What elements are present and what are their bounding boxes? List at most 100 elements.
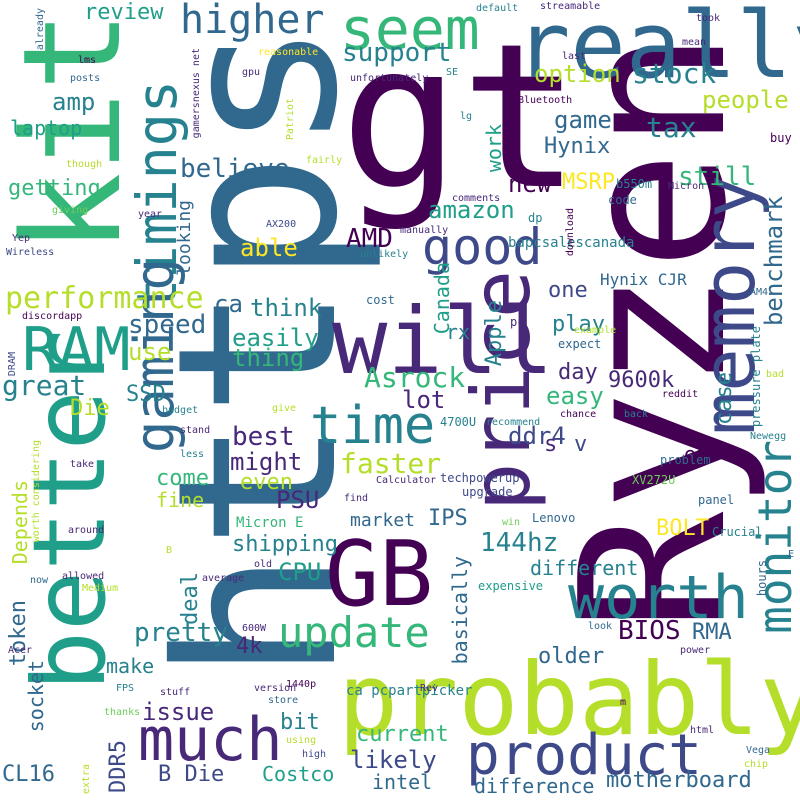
- word: mean: [682, 37, 707, 48]
- word: motherboard: [606, 768, 752, 793]
- word: manually: [400, 225, 449, 236]
- word: allowed: [62, 571, 105, 582]
- word: worth considering: [31, 440, 42, 543]
- word: Yep: [12, 233, 31, 244]
- word: speed: [128, 310, 207, 340]
- word: PSU: [276, 486, 320, 514]
- word: thanks: [104, 707, 141, 718]
- word: lg: [460, 111, 473, 122]
- word: still: [678, 162, 757, 192]
- word: MSRP: [562, 170, 615, 195]
- word: great: [2, 369, 87, 402]
- word: Crucial: [712, 525, 763, 539]
- word: seem: [340, 0, 480, 63]
- word: BIOS: [618, 616, 681, 646]
- word: using: [286, 735, 317, 746]
- word: Micron E: [236, 515, 304, 531]
- word: discordapp: [22, 311, 83, 322]
- word: review: [84, 0, 164, 25]
- word: 600W: [242, 623, 267, 634]
- word: budget: [162, 405, 199, 416]
- word: make: [106, 654, 155, 678]
- word: AMD: [346, 224, 393, 254]
- word: stand: [180, 425, 211, 436]
- word: version: [254, 683, 297, 694]
- word: power: [680, 645, 711, 656]
- word: 4700U: [440, 415, 477, 429]
- word: ddr4: [508, 422, 566, 450]
- word: recommend: [486, 417, 541, 428]
- word: look: [588, 621, 613, 632]
- word: high: [302, 749, 327, 760]
- word: 4k: [236, 634, 263, 659]
- word: comments: [452, 193, 501, 204]
- word: 1440p: [286, 679, 317, 690]
- word: BOLT: [656, 516, 709, 541]
- word: unlikely: [360, 249, 409, 260]
- word: store: [268, 695, 299, 706]
- word: Apple: [482, 300, 507, 367]
- word: new: [508, 170, 552, 198]
- word: might: [230, 448, 303, 476]
- word: upgrade: [462, 485, 513, 499]
- word: GB: [325, 522, 434, 627]
- word: RMA: [692, 620, 732, 645]
- word: old: [254, 559, 273, 570]
- word: RAM: [22, 315, 131, 385]
- word: people: [702, 86, 789, 114]
- word: difference: [474, 774, 595, 798]
- word: streamable: [540, 1, 601, 12]
- word: lot: [402, 386, 446, 414]
- word: support: [342, 38, 452, 68]
- word: Hynix CJR: [600, 270, 687, 289]
- word: stuff: [160, 687, 191, 698]
- word: Calculator: [376, 475, 437, 486]
- word: find: [344, 493, 369, 504]
- word: pressure plate: [749, 326, 763, 428]
- word: likely: [350, 746, 437, 774]
- word: good: [422, 218, 543, 276]
- word: already: [35, 8, 46, 51]
- word: average: [202, 573, 245, 584]
- word: IPS: [428, 506, 468, 531]
- word: day: [558, 360, 598, 385]
- word: SSD: [126, 382, 166, 407]
- word: older: [538, 644, 605, 669]
- word: Hynix: [544, 134, 611, 159]
- word: panel: [698, 493, 735, 507]
- word: token: [6, 600, 31, 667]
- word: 9600k: [608, 368, 675, 393]
- word: code: [608, 193, 637, 207]
- word: E: [788, 549, 795, 560]
- word: win: [502, 517, 521, 528]
- word: play: [552, 312, 605, 337]
- word: getting: [8, 176, 101, 201]
- word: back: [624, 409, 649, 420]
- word: cost: [366, 293, 395, 307]
- word: pc: [510, 315, 525, 329]
- word: option: [534, 60, 621, 88]
- word: shipping: [232, 532, 338, 557]
- word: pretty: [134, 618, 228, 648]
- word: extra: [81, 764, 92, 795]
- word: Asrock: [364, 361, 466, 394]
- word: current: [356, 722, 449, 747]
- word: use: [128, 338, 172, 366]
- word: gamersnexus net: [191, 48, 202, 139]
- word: Costco: [262, 762, 335, 786]
- word: easy: [546, 382, 604, 410]
- word: XV272U: [632, 473, 676, 487]
- word: work: [482, 124, 506, 173]
- word: m: [620, 697, 627, 708]
- word: Lenovo: [532, 511, 576, 525]
- word: lms: [78, 55, 97, 66]
- word: faster: [340, 447, 442, 480]
- word: 144hz: [480, 528, 559, 558]
- word: DRAM: [7, 352, 18, 377]
- word: higher: [180, 0, 325, 43]
- word: come: [156, 466, 209, 491]
- word: one: [548, 278, 588, 303]
- word: gt: [340, 1, 581, 234]
- word: easily: [232, 324, 319, 352]
- word: now: [30, 575, 49, 586]
